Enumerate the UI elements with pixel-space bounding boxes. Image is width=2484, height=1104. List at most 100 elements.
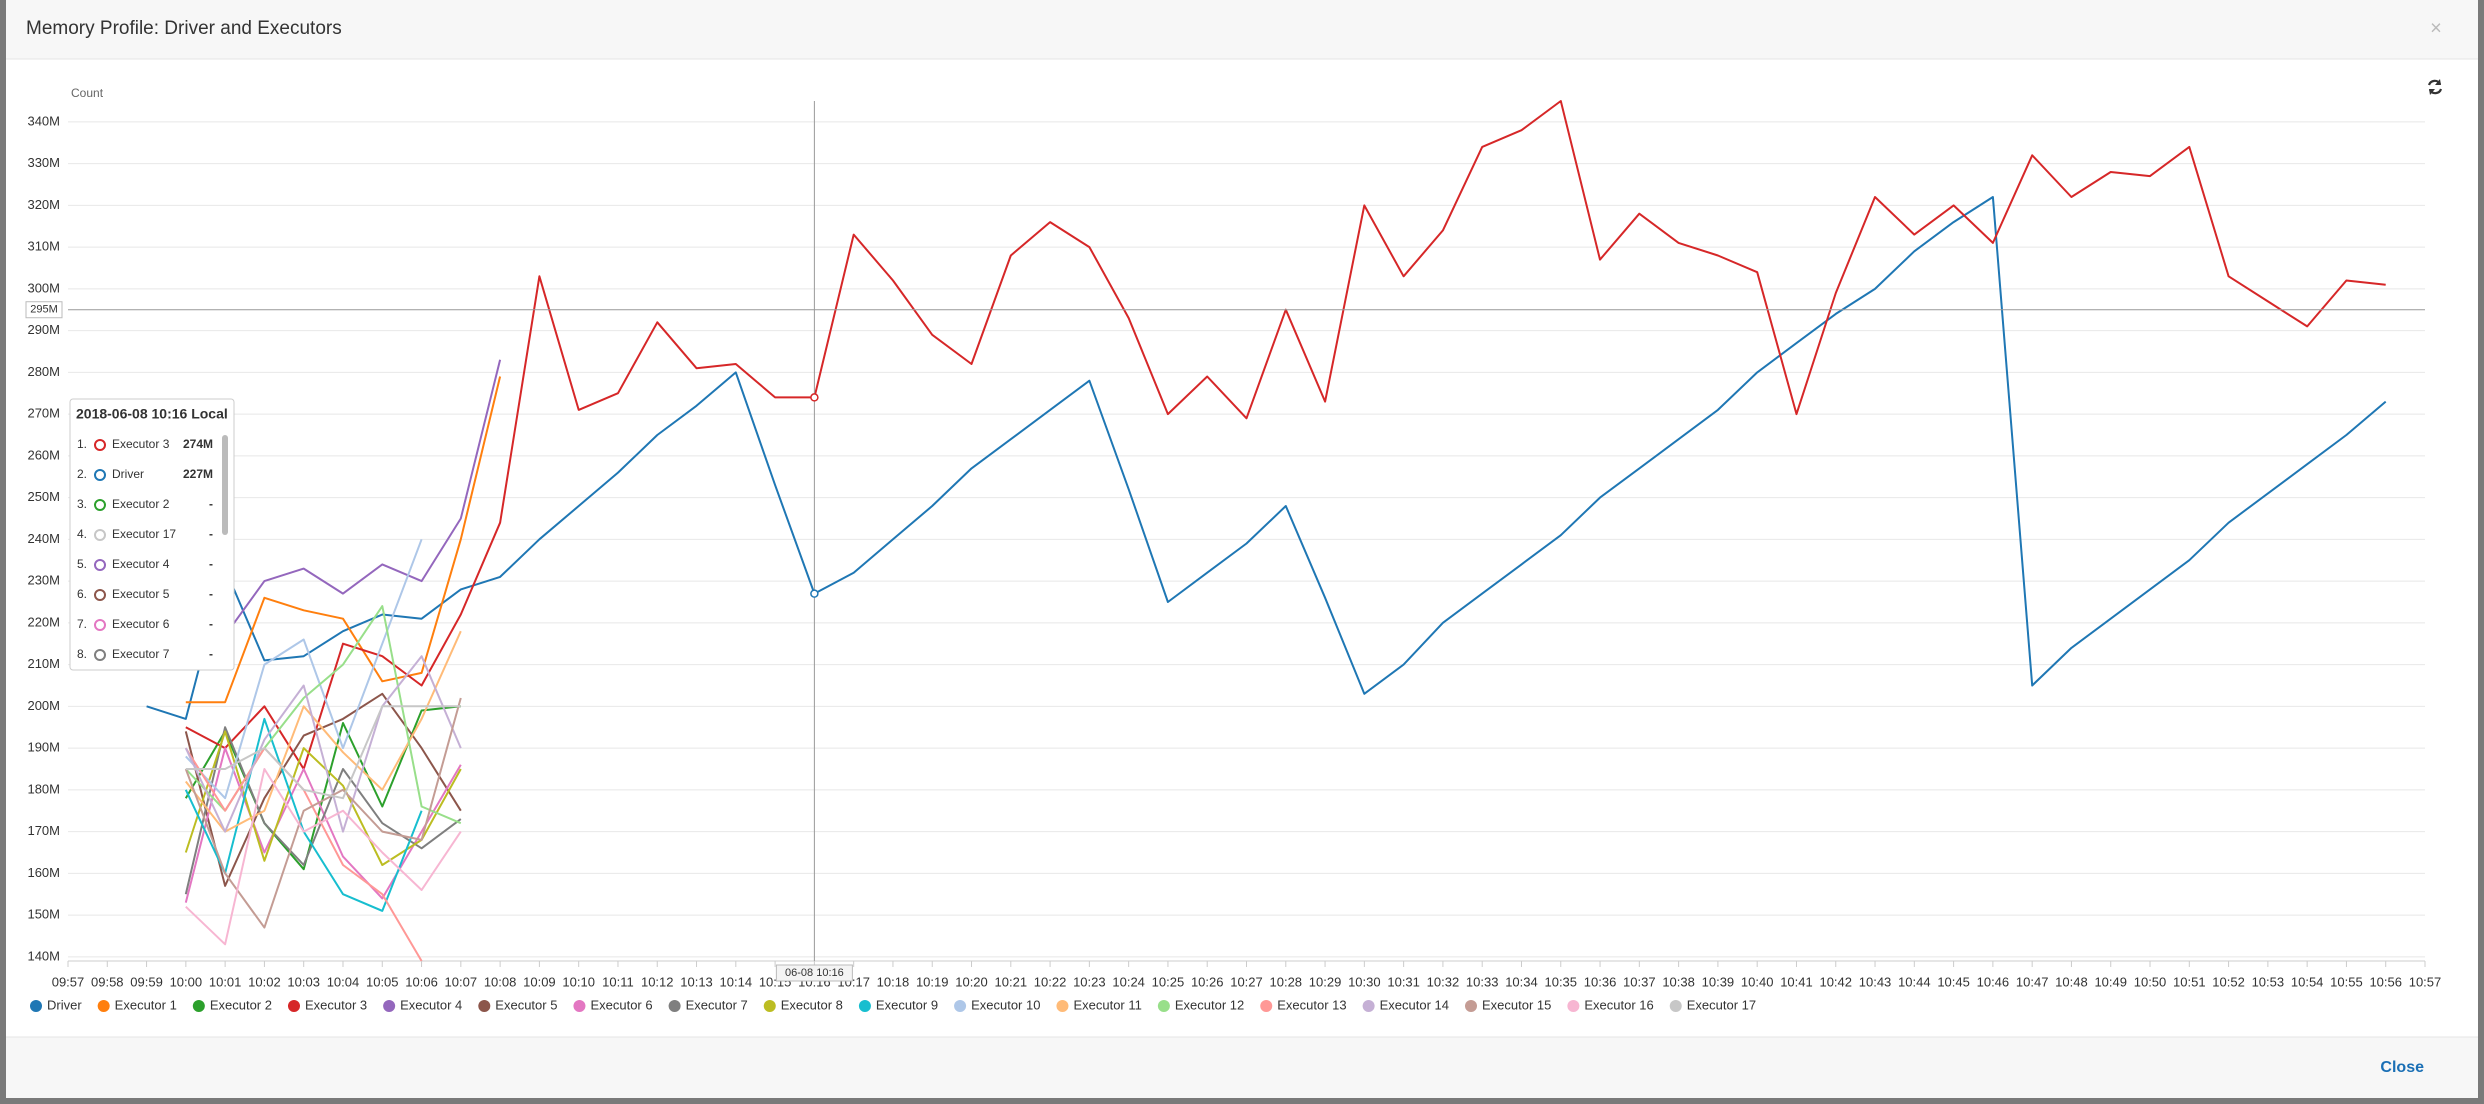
tooltip-value: 274M bbox=[183, 437, 213, 451]
x-tick-label: 10:49 bbox=[2094, 974, 2127, 989]
legend-swatch[interactable] bbox=[287, 1000, 300, 1012]
legend-swatch[interactable] bbox=[1056, 1000, 1069, 1012]
legend-label[interactable]: Executor 11 bbox=[1073, 997, 1141, 1012]
legend-swatch[interactable] bbox=[1669, 1000, 1682, 1012]
x-tick-label: 10:48 bbox=[2055, 974, 2088, 989]
tooltip-rank: 3. bbox=[77, 497, 87, 511]
crosshair-x-label: 06-08 10:16 bbox=[785, 967, 844, 979]
tooltip-name: Executor 3 bbox=[112, 437, 170, 451]
legend-label[interactable]: Executor 16 bbox=[1584, 997, 1653, 1012]
legend-label[interactable]: Executor 10 bbox=[971, 997, 1040, 1012]
legend-label[interactable]: Executor 4 bbox=[400, 997, 462, 1012]
y-tick-label: 270M bbox=[27, 406, 60, 421]
x-tick-label: 10:50 bbox=[2134, 974, 2167, 989]
legend-swatch[interactable] bbox=[30, 1000, 42, 1012]
close-button[interactable]: Close bbox=[2380, 1059, 2424, 1076]
y-tick-label: 190M bbox=[27, 740, 60, 755]
close-icon[interactable]: × bbox=[2430, 17, 2442, 39]
legend-swatch[interactable] bbox=[1567, 1000, 1580, 1012]
legend-swatch[interactable] bbox=[858, 1000, 871, 1012]
x-tick-label: 10:39 bbox=[1702, 974, 1735, 989]
series-line bbox=[146, 196, 2387, 720]
x-tick-label: 10:14 bbox=[720, 974, 753, 989]
tooltip-rank: 6. bbox=[77, 587, 87, 601]
x-tick-label: 10:32 bbox=[1427, 974, 1460, 989]
y-tick-label: 300M bbox=[27, 280, 60, 295]
legend-swatch[interactable] bbox=[954, 1000, 967, 1012]
legend-label[interactable]: Executor 12 bbox=[1175, 997, 1244, 1012]
y-tick-label: 180M bbox=[27, 781, 60, 796]
y-tick-label: 210M bbox=[27, 656, 60, 671]
legend-label[interactable]: Executor 7 bbox=[686, 997, 748, 1012]
tooltip-value: - bbox=[209, 617, 213, 631]
y-tick-label: 310M bbox=[27, 239, 60, 254]
series-line bbox=[185, 538, 423, 800]
x-tick-label: 10:26 bbox=[1191, 974, 1224, 989]
modal-header bbox=[6, 0, 2478, 59]
legend-label[interactable]: Executor 5 bbox=[495, 997, 557, 1012]
tooltip-swatch bbox=[94, 529, 106, 541]
x-tick-label: 10:20 bbox=[955, 974, 988, 989]
y-tick-label: 140M bbox=[27, 948, 60, 963]
legend-swatch[interactable] bbox=[1465, 1000, 1477, 1012]
legend-swatch[interactable] bbox=[1157, 1000, 1170, 1012]
x-tick-label: 10:11 bbox=[602, 974, 634, 989]
legend-label[interactable]: Executor 3 bbox=[305, 997, 367, 1012]
tooltip-name: Executor 6 bbox=[112, 617, 170, 631]
legend-swatch[interactable] bbox=[573, 1000, 586, 1012]
tooltip-name: Executor 4 bbox=[112, 557, 170, 571]
legend-swatch[interactable] bbox=[763, 1000, 776, 1012]
x-tick-label: 10:23 bbox=[1073, 974, 1106, 989]
x-tick-label: 10:43 bbox=[1859, 974, 1892, 989]
x-tick-label: 10:45 bbox=[1937, 974, 1970, 989]
tooltip-rank: 1. bbox=[77, 437, 87, 451]
legend-swatch[interactable] bbox=[383, 1000, 396, 1012]
x-tick-label: 10:22 bbox=[1034, 974, 1067, 989]
legend-label[interactable]: Executor 15 bbox=[1482, 997, 1551, 1012]
x-tick-label: 10:36 bbox=[1584, 974, 1617, 989]
legend-swatch[interactable] bbox=[1362, 1000, 1375, 1012]
x-tick-label: 10:05 bbox=[366, 974, 399, 989]
series-line bbox=[184, 692, 462, 887]
legend-label[interactable]: Executor 9 bbox=[876, 997, 938, 1012]
legend-label[interactable]: Executor 6 bbox=[590, 997, 652, 1012]
legend-swatch[interactable] bbox=[668, 1000, 681, 1012]
y-axis-title: Count bbox=[71, 86, 104, 100]
x-tick-label: 10:35 bbox=[1544, 974, 1577, 989]
legend-label[interactable]: Executor 17 bbox=[1687, 997, 1756, 1012]
tooltip-swatch bbox=[94, 559, 106, 571]
series-line bbox=[224, 359, 502, 636]
tooltip-swatch bbox=[94, 589, 106, 601]
legend-label[interactable]: Executor 13 bbox=[1277, 997, 1346, 1012]
legend-swatch[interactable] bbox=[192, 1000, 205, 1012]
x-tick-label: 10:44 bbox=[1898, 974, 1931, 989]
legend-label[interactable]: Executor 2 bbox=[210, 997, 272, 1012]
y-tick-label: 290M bbox=[27, 322, 60, 337]
legend-label[interactable]: Executor 14 bbox=[1380, 997, 1449, 1012]
refresh-icon[interactable] bbox=[2427, 79, 2443, 95]
x-tick-label: 10:33 bbox=[1466, 974, 1499, 989]
y-tick-label: 240M bbox=[27, 531, 60, 546]
legend-label[interactable]: Executor 1 bbox=[115, 997, 177, 1012]
crosshair-y-label-box bbox=[25, 301, 63, 319]
hover-marker bbox=[810, 393, 819, 402]
x-tick-label: 10:09 bbox=[523, 974, 556, 989]
x-tick-label: 10:29 bbox=[1309, 974, 1342, 989]
hover-marker bbox=[810, 589, 819, 598]
tooltip-value: - bbox=[209, 557, 213, 571]
x-tick-label: 10:06 bbox=[405, 974, 438, 989]
legend-label[interactable]: Executor 8 bbox=[781, 997, 843, 1012]
x-tick-label: 10:27 bbox=[1230, 974, 1263, 989]
legend-swatch[interactable] bbox=[478, 1000, 491, 1012]
tooltip-swatch bbox=[94, 439, 106, 451]
tooltip-scrollbar bbox=[222, 435, 228, 535]
legend-swatch[interactable] bbox=[97, 1000, 110, 1012]
legend-swatch[interactable] bbox=[1260, 1000, 1273, 1012]
x-tick-label: 10:28 bbox=[1270, 974, 1303, 989]
legend-label[interactable]: Driver bbox=[47, 997, 82, 1012]
modal-body bbox=[6, 0, 2478, 1098]
tooltip-swatch bbox=[94, 469, 106, 481]
tooltip-swatch bbox=[94, 649, 106, 661]
y-tick-label: 150M bbox=[27, 907, 60, 922]
x-tick-label: 10:41 bbox=[1780, 974, 1813, 989]
